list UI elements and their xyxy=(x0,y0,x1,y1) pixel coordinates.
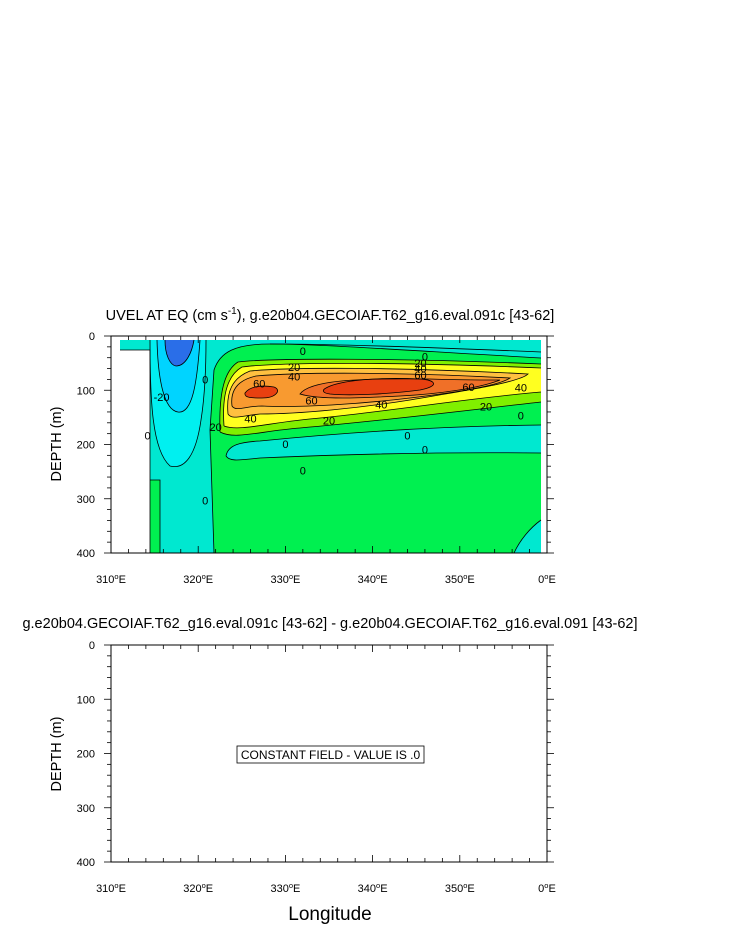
contour-label: 20 xyxy=(210,422,222,434)
top-title-main: UVEL AT EQ (cm s xyxy=(106,308,228,324)
x-tick-label: 320oE xyxy=(183,881,213,895)
x-tick-label: 310oE xyxy=(96,881,126,895)
contour-line xyxy=(269,343,542,353)
contour-line xyxy=(225,452,542,461)
fill-core-west xyxy=(244,386,278,398)
contour-label: 0 xyxy=(300,346,306,358)
top-title-superscript: -1 xyxy=(228,306,237,317)
contour-line xyxy=(244,385,278,399)
fill-deep-band xyxy=(226,425,541,460)
contour-label: 60 xyxy=(305,396,317,408)
top-panel-title: UVEL AT EQ (cm s-1), g.e20b04.GECOIAF.T6… xyxy=(106,306,555,324)
contour-label: 60 xyxy=(253,379,265,391)
contour-label: 20 xyxy=(480,402,492,414)
x-tick-label: 310oE xyxy=(96,572,126,586)
y-tick-label: 200 xyxy=(77,440,95,452)
bottom-panel: g.e20b04.GECOIAF.T62_g16.eval.091c [43-6… xyxy=(22,616,637,925)
x-tick-label: 340oE xyxy=(358,881,388,895)
contour-label: 0 xyxy=(422,444,428,456)
y-tick-label: 400 xyxy=(77,548,95,560)
contour-line xyxy=(223,362,542,427)
contour-label: 40 xyxy=(375,399,387,411)
contour-label: 0 xyxy=(300,466,306,478)
contour-label: 20 xyxy=(288,362,300,374)
constant-field-message: CONSTANT FIELD - VALUE IS .0 xyxy=(241,748,421,762)
y-tick-label: 100 xyxy=(77,694,95,706)
contour-label: 40 xyxy=(288,372,300,384)
top-title-rest: ), g.e20b04.GECOIAF.T62_g16.eval.091c [4… xyxy=(237,308,555,324)
contour-label: 0 xyxy=(202,374,208,386)
fill-west-column-edge xyxy=(150,480,160,553)
x-tick-label: 330oE xyxy=(270,881,300,895)
bottom-y-axis-label: DEPTH (m) xyxy=(49,717,65,792)
contour-label: -20 xyxy=(154,392,170,404)
contour-line xyxy=(150,479,161,553)
contour-line xyxy=(156,339,201,413)
x-tick-label: 330oE xyxy=(270,572,300,586)
contour-line xyxy=(223,391,542,429)
contour-label: 40 xyxy=(414,364,426,376)
contour-label: 0 xyxy=(282,439,288,451)
fill-west-strong xyxy=(165,340,194,366)
x-tick-label: 350oE xyxy=(445,572,475,586)
contour-label: 20 xyxy=(414,358,426,370)
contour-label: 0 xyxy=(145,430,151,442)
contour-line xyxy=(227,367,529,418)
contour-label: 20 xyxy=(323,416,335,428)
contour-line xyxy=(323,378,434,396)
contour-label: 0 xyxy=(404,430,410,442)
contour-label: 40 xyxy=(515,383,527,395)
top-y-axis-label: DEPTH (m) xyxy=(49,407,65,482)
contour-label: 60 xyxy=(414,370,426,382)
contour-label: 0 xyxy=(518,411,524,423)
top-panel: UVEL AT EQ (cm s-1), g.e20b04.GECOIAF.T6… xyxy=(49,306,556,586)
y-tick-label: 200 xyxy=(77,749,95,761)
contour-line xyxy=(513,519,542,553)
contour-line xyxy=(149,339,207,468)
y-tick-label: 400 xyxy=(77,857,95,869)
contour-label: 0 xyxy=(202,495,208,507)
x-tick-label: 0oE xyxy=(538,881,556,895)
y-tick-label: 0 xyxy=(89,640,95,652)
fill-core-main xyxy=(323,378,434,395)
contour-label: 60 xyxy=(462,382,474,394)
y-tick-label: 100 xyxy=(77,385,95,397)
y-tick-label: 300 xyxy=(77,803,95,815)
x-axis-label: Longitude xyxy=(288,904,371,925)
contour-label: 40 xyxy=(244,413,256,425)
contour-line xyxy=(231,372,512,410)
contour-line xyxy=(164,339,195,367)
contour-line xyxy=(219,358,542,433)
y-tick-label: 0 xyxy=(89,331,95,343)
contour-line xyxy=(225,424,542,457)
contour-label: 0 xyxy=(422,352,428,364)
x-tick-label: 350oE xyxy=(445,881,475,895)
contour-line xyxy=(219,401,542,436)
x-tick-label: 320oE xyxy=(183,572,213,586)
constant-field-box xyxy=(236,745,425,764)
contour-lines xyxy=(120,339,542,553)
x-tick-label: 0oE xyxy=(538,572,556,586)
y-tick-label: 300 xyxy=(77,494,95,506)
bottom-panel-title: g.e20b04.GECOIAF.T62_g16.eval.091c [43-6… xyxy=(22,616,637,632)
x-tick-label: 340oE xyxy=(358,572,388,586)
